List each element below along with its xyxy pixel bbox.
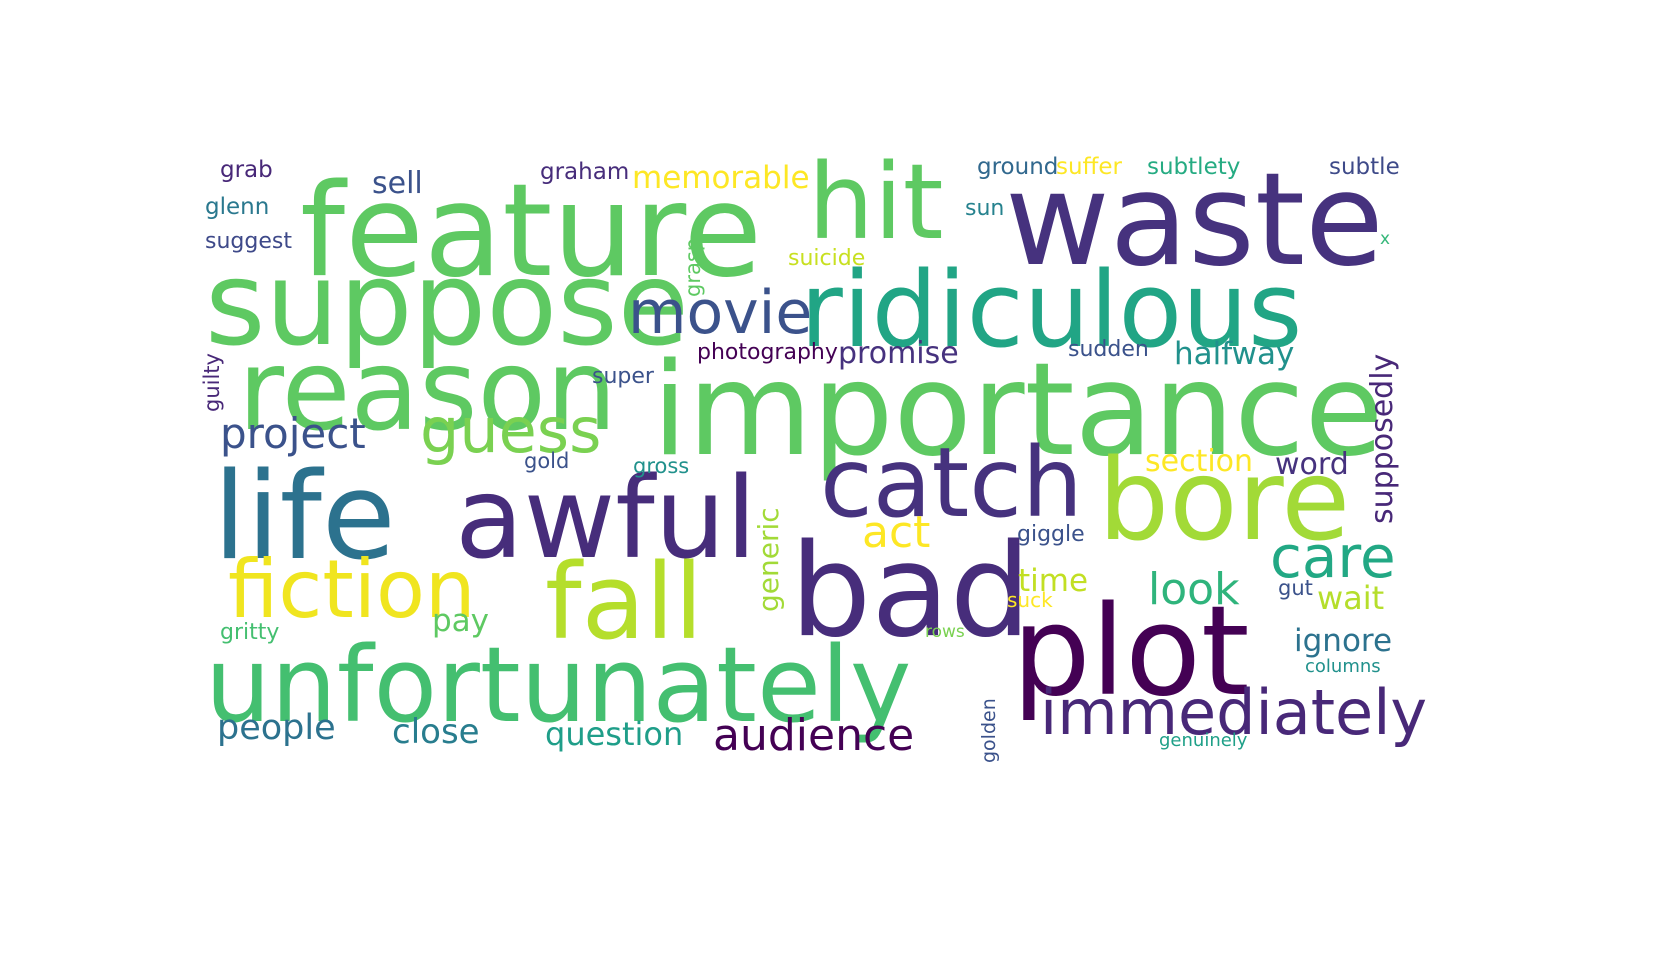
word-columns: columns bbox=[1305, 656, 1381, 677]
word-look: look bbox=[1148, 564, 1240, 615]
word-act: act bbox=[862, 507, 931, 558]
word-memorable: memorable bbox=[632, 160, 810, 196]
word-life: life bbox=[213, 448, 396, 587]
word-super: super bbox=[592, 364, 654, 389]
word-unfortunately: unfortunately bbox=[205, 624, 912, 746]
word-awful: awful bbox=[455, 454, 757, 584]
word-suicide: suicide bbox=[788, 246, 866, 271]
word-close: close bbox=[392, 712, 480, 752]
word-glenn: glenn bbox=[205, 194, 270, 220]
word-word: word bbox=[1275, 447, 1349, 482]
word-gut: gut bbox=[1278, 576, 1313, 600]
word-bad: bad bbox=[790, 517, 1031, 666]
word-supposedly: supposedly bbox=[1365, 353, 1400, 524]
word-suffer: suffer bbox=[1056, 154, 1123, 180]
word-ignore: ignore bbox=[1294, 623, 1393, 659]
word-section: section bbox=[1145, 444, 1254, 479]
word-time: time bbox=[1018, 563, 1089, 599]
word-graham: graham bbox=[540, 159, 630, 185]
word-plot: plot bbox=[1012, 580, 1250, 724]
word-immediately: immediately bbox=[1040, 676, 1428, 749]
word-project: project bbox=[220, 409, 366, 458]
word-giggle: giggle bbox=[1017, 522, 1085, 547]
word-genuinely: genuinely bbox=[1159, 730, 1248, 751]
word-question: question bbox=[545, 715, 684, 753]
word-catch: catch bbox=[820, 427, 1083, 539]
word-bore: bore bbox=[1098, 436, 1351, 566]
word-waste: waste bbox=[1005, 146, 1384, 295]
word-gritty: gritty bbox=[220, 620, 280, 645]
word-movie: movie bbox=[628, 278, 813, 348]
word-guilty: guilty bbox=[200, 353, 224, 412]
word-audience: audience bbox=[713, 710, 915, 761]
word-guess: guess bbox=[420, 394, 602, 467]
word-pay: pay bbox=[432, 603, 490, 639]
word-ridiculous: ridiculous bbox=[800, 249, 1303, 371]
word-grab: grab bbox=[220, 157, 273, 183]
word-subtlety: subtlety bbox=[1147, 154, 1241, 180]
word-wait: wait bbox=[1317, 579, 1385, 617]
word-halfway: halfway bbox=[1174, 336, 1295, 372]
word-people: people bbox=[217, 708, 336, 748]
word-suck: suck bbox=[1007, 588, 1053, 612]
word-ground: ground bbox=[977, 154, 1059, 180]
word-suggest: suggest bbox=[205, 229, 292, 254]
word-grasp: grasp bbox=[681, 237, 705, 297]
word-x: x bbox=[1380, 229, 1391, 249]
word-reason: reason bbox=[238, 326, 617, 456]
word-hit: hit bbox=[808, 141, 944, 263]
word-sun: sun bbox=[965, 196, 1005, 221]
word-sell: sell bbox=[372, 166, 423, 201]
word-gold: gold bbox=[524, 449, 570, 473]
word-importance: importance bbox=[652, 336, 1384, 485]
word-promise: promise bbox=[838, 336, 959, 371]
word-care: care bbox=[1270, 523, 1396, 591]
word-subtle: subtle bbox=[1329, 154, 1400, 180]
word-fall: fall bbox=[545, 541, 704, 663]
word-generic: generic bbox=[752, 507, 785, 612]
word-fiction: fiction bbox=[228, 543, 476, 636]
word-golden: golden bbox=[978, 698, 1000, 763]
word-suppose: suppose bbox=[205, 237, 689, 372]
word-rows: rows bbox=[925, 622, 965, 642]
word-gross: gross bbox=[633, 454, 690, 478]
word-photography: photography bbox=[697, 340, 838, 365]
word-feature: feature bbox=[300, 157, 763, 306]
word-sudden: sudden bbox=[1068, 337, 1149, 362]
